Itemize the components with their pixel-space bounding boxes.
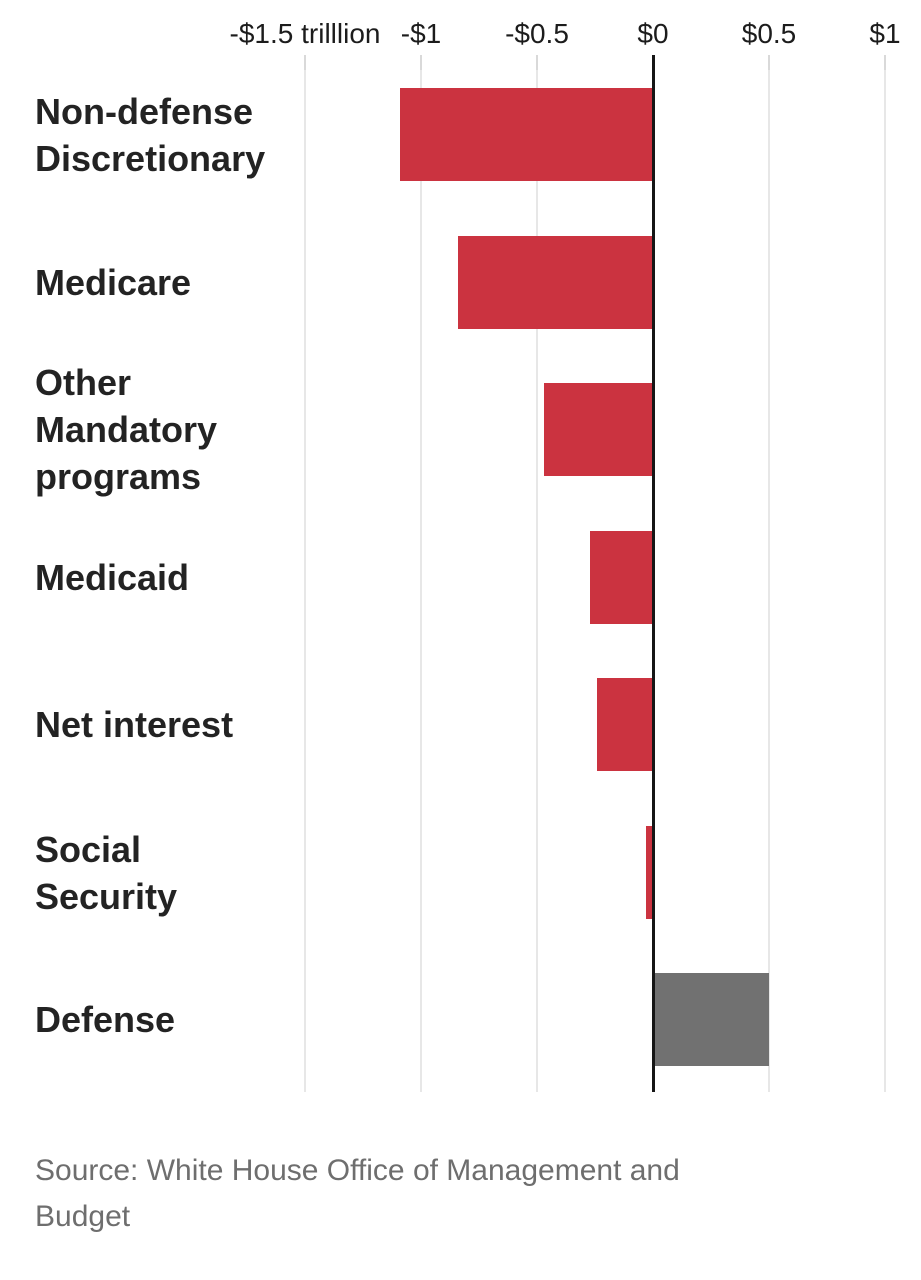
- category-label-line: Net interest: [35, 704, 234, 745]
- gridline: [536, 70, 538, 1092]
- bar-medicare: [458, 236, 653, 329]
- category-label-line: Mandatory: [35, 409, 218, 450]
- category-label-line: Medicaid: [35, 557, 190, 598]
- bar-net-interest: [597, 678, 653, 771]
- gridline: [420, 70, 422, 1092]
- axis-tick-label: $0: [637, 18, 669, 49]
- bar-social-security: [646, 826, 653, 919]
- axis-tick-mark: [884, 55, 886, 70]
- category-label: Non-defense Discretionary: [35, 88, 305, 181]
- bar-other-mandatory-programs: [544, 383, 653, 476]
- category-label: Social Security: [35, 826, 305, 919]
- category-label: Medicaid: [35, 531, 305, 624]
- bar-medicaid: [590, 531, 653, 624]
- category-label: Medicare: [35, 236, 305, 329]
- category-label: Defense: [35, 973, 305, 1066]
- category-label-line: Other: [35, 362, 132, 403]
- axis-tick-label: $1: [869, 18, 901, 49]
- axis-tick-label: -$1.5 trilllion: [229, 18, 381, 49]
- axis-tick-mark: [768, 55, 770, 70]
- axis-tick-label: $0.5: [741, 18, 797, 49]
- category-label-line: Medicare: [35, 262, 192, 303]
- category-label: Net interest: [35, 678, 305, 771]
- category-label-line: Defense: [35, 999, 176, 1040]
- axis-tick-mark: [536, 55, 538, 70]
- axis-tick-label: -$0.5: [505, 18, 569, 49]
- category-label-line: Social: [35, 828, 142, 870]
- category-label-line: Security: [35, 875, 178, 917]
- axis-tick-label: -$1: [400, 18, 442, 49]
- bar-non-defense-discretionary: [400, 88, 653, 181]
- gridline: [768, 70, 770, 1092]
- gridline: [304, 70, 306, 1092]
- category-label-line: Non-defense: [35, 90, 254, 132]
- axis-tick-mark: [420, 55, 422, 70]
- category-label-line: programs: [35, 456, 202, 497]
- category-label: Other Mandatory programs: [35, 362, 305, 497]
- bar-defense: [653, 973, 769, 1066]
- gridline: [884, 70, 886, 1092]
- zero-axis-line: [652, 55, 655, 1092]
- source-note: Source: White House Office of Management…: [35, 1154, 680, 1233]
- axis-tick-mark: [304, 55, 306, 70]
- category-label-line: Discretionary: [35, 137, 266, 179]
